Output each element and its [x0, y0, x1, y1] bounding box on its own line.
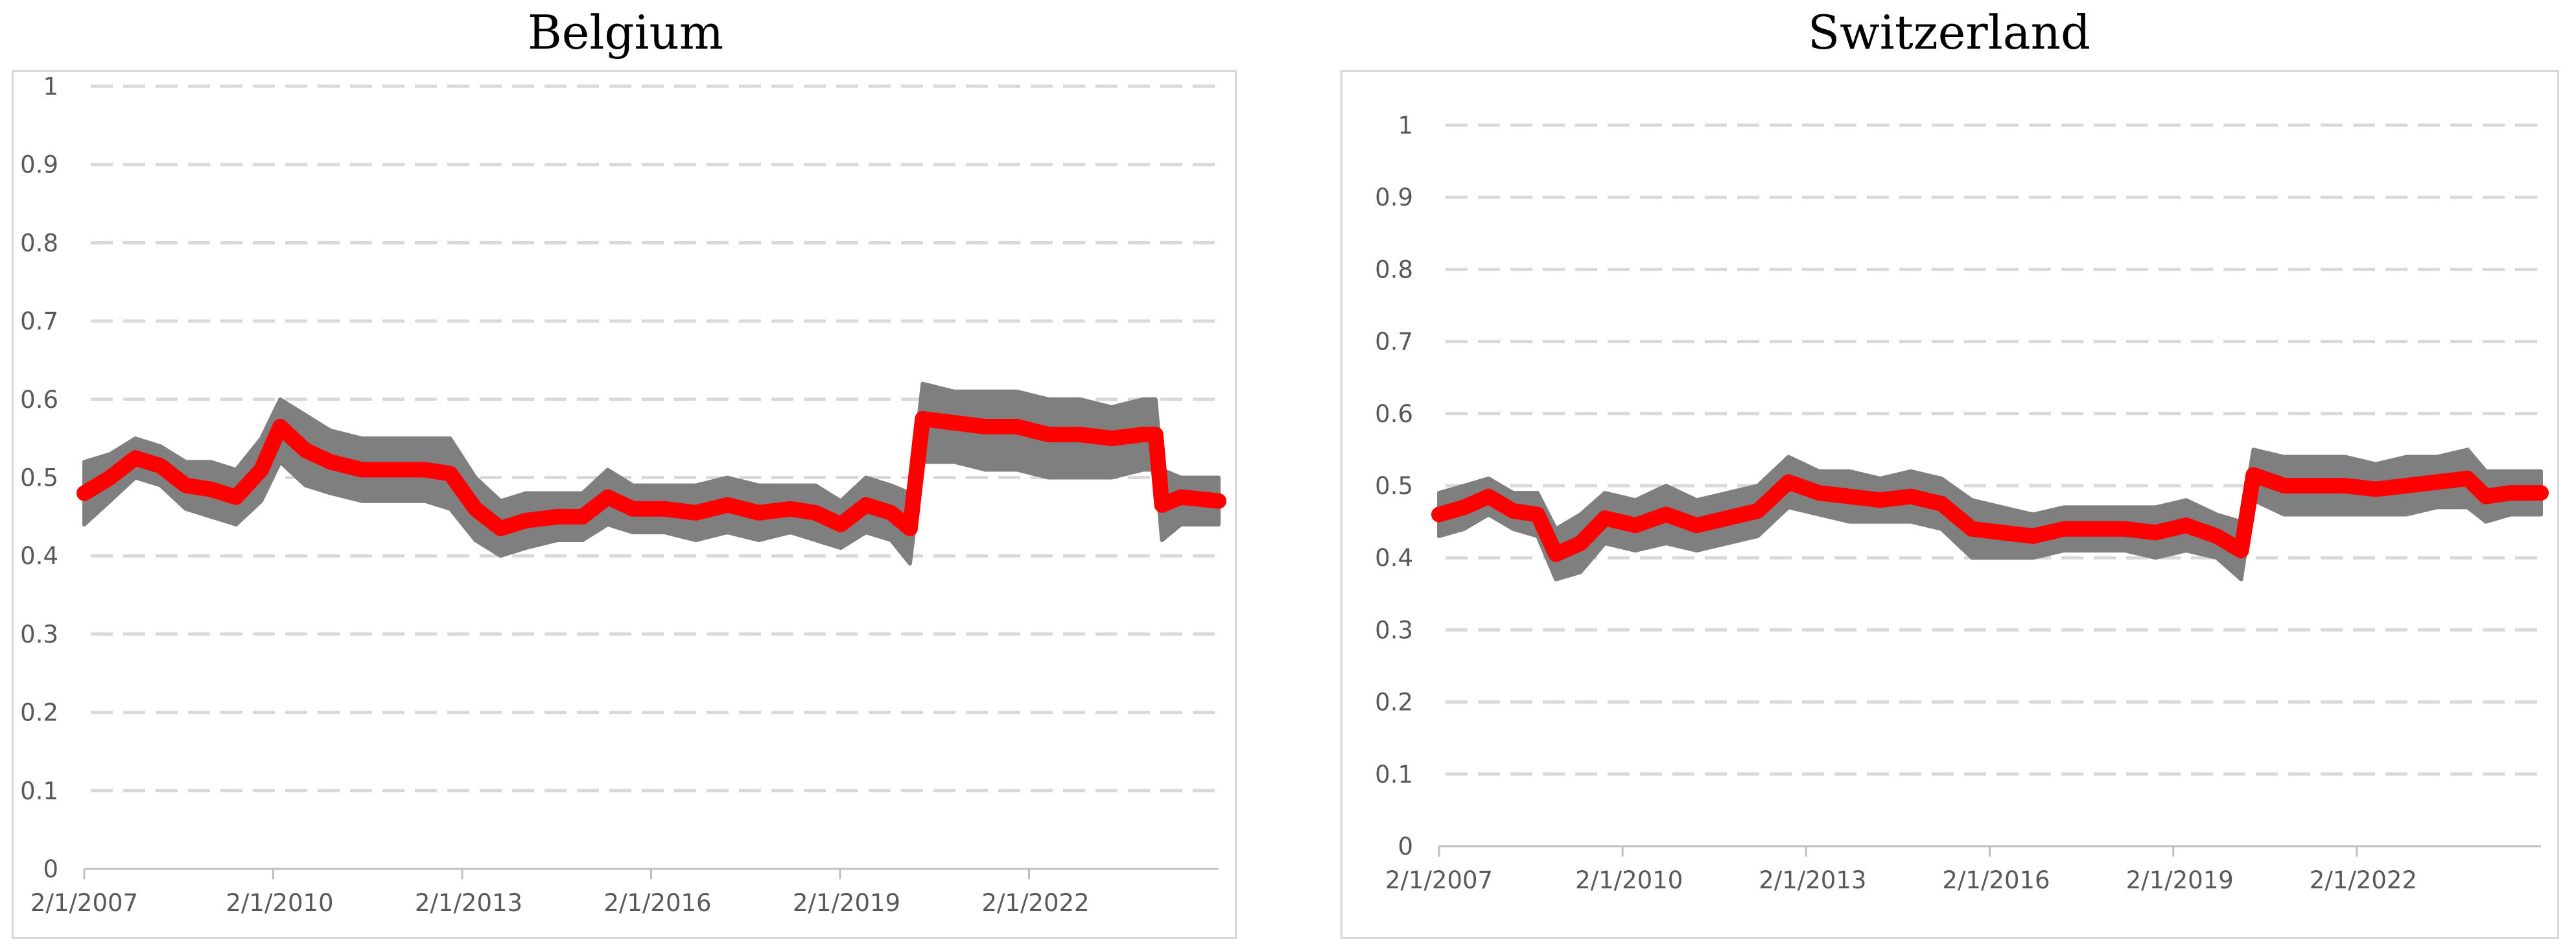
y-tick-label: 0.4 — [20, 542, 58, 570]
y-tick-label: 0.8 — [20, 229, 58, 257]
y-tick-label: 0.2 — [1375, 689, 1413, 717]
y-tick-label: 0.4 — [1375, 544, 1413, 572]
chart-plot: 0 0.1 0.2 0.3 0.4 0.5 0.6 0.7 0.8 0.9 1 2/1/2007 2/1… — [20, 73, 1226, 917]
chart-plot: 0 0.1 0.2 0.3 0.4 0.5 0.6 0.7 0.8 0.9 1 2/1/2007 2/1… — [1375, 112, 2549, 894]
x-tick-label: 2/1/2013 — [415, 889, 522, 917]
y-tick-label: 0.3 — [20, 621, 58, 648]
x-tick-label: 2/1/2016 — [603, 889, 711, 917]
y-tick-label: 0.9 — [1375, 184, 1413, 211]
confidence-band — [82, 381, 1221, 566]
y-tick-label: 0.1 — [20, 777, 58, 805]
y-tick-label: 0.6 — [20, 386, 58, 414]
x-tick-label: 2/1/2019 — [793, 889, 900, 917]
chart-switzerland: Switzerland 0 0.1 0.2 0.3 0.4 0.5 0.6 0.7 0.8 0.9… — [1322, 0, 2576, 948]
y-tick-label: 0.5 — [1375, 472, 1413, 500]
y-tick-label: 0.5 — [20, 464, 58, 492]
y-tick-label: 0.8 — [1375, 255, 1413, 283]
y-tick-label: 0.7 — [20, 307, 58, 335]
y-tick-label: 0 — [1398, 833, 1413, 860]
x-tick-label: 2/1/2013 — [1759, 866, 1866, 894]
y-tick-label: 0.9 — [20, 151, 58, 179]
y-tick-label: 0.7 — [1375, 328, 1413, 356]
x-tick-label: 2/1/2016 — [1942, 866, 2050, 894]
x-tick-label: 2/1/2010 — [1575, 866, 1683, 894]
chart-frame — [1341, 70, 2559, 939]
y-tick-label: 0.2 — [20, 699, 58, 727]
chart-frame — [12, 70, 1237, 939]
y-tick-label: 0.3 — [1375, 616, 1413, 644]
x-tick-label: 2/1/2019 — [2126, 866, 2234, 894]
y-tick-label: 0 — [43, 855, 58, 883]
chart-title: Switzerland — [1807, 5, 2091, 60]
x-tick-label: 2/1/2007 — [1385, 866, 1493, 894]
series-line — [76, 410, 1226, 536]
x-tick-label: 2/1/2022 — [2310, 866, 2417, 894]
chart-belgium: Belgium 0 0.1 0.2 0.3 0.4 0.5 0.6 0.7 0.8 0.9 1 2/1… — [0, 0, 1251, 948]
y-tick-label: 0.1 — [1375, 761, 1413, 788]
series-line — [1431, 467, 2549, 562]
x-tick-label: 2/1/2010 — [226, 889, 333, 917]
y-tick-label: 1 — [43, 73, 58, 101]
y-tick-label: 1 — [1398, 112, 1413, 139]
x-tick-label: 2/1/2022 — [981, 889, 1089, 917]
y-tick-label: 0.6 — [1375, 400, 1413, 428]
chart-title: Belgium — [527, 5, 724, 60]
x-tick-label: 2/1/2007 — [30, 889, 138, 917]
